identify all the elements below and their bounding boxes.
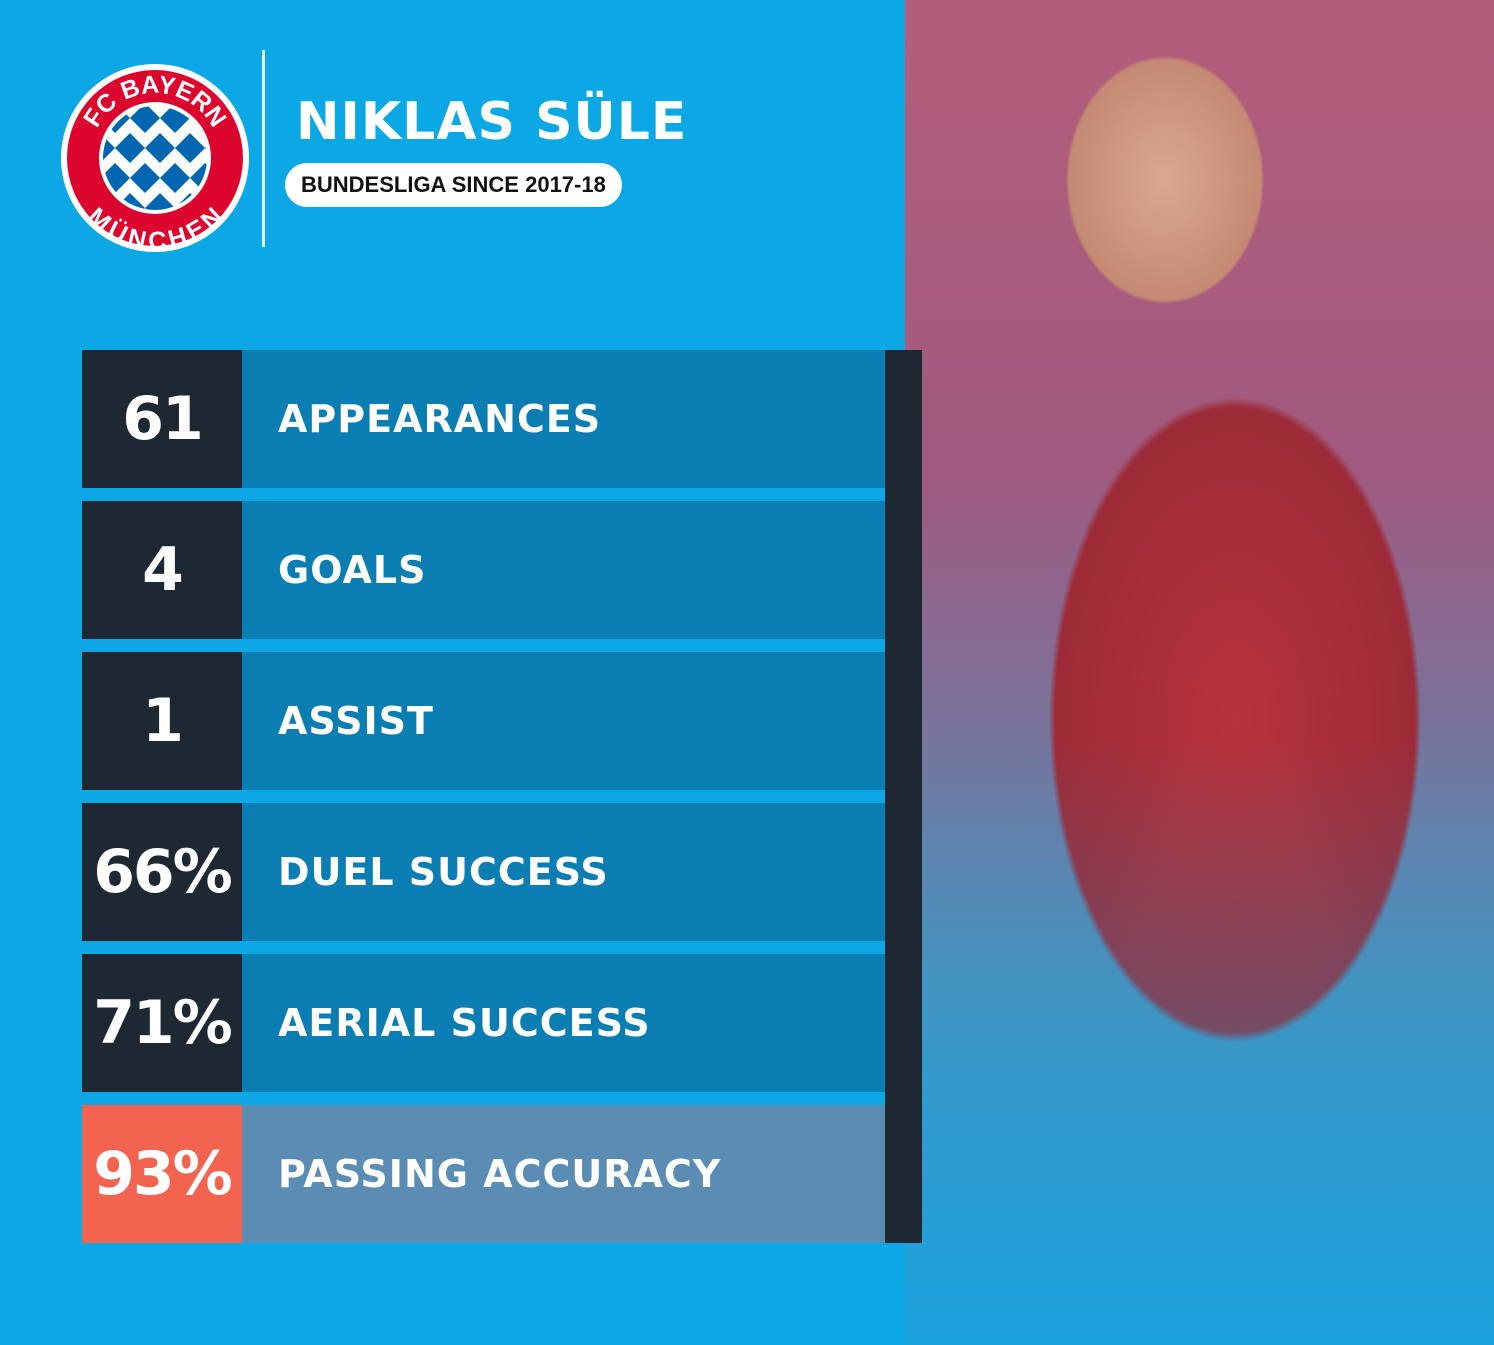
stat-value: 1 bbox=[82, 652, 242, 790]
stat-value: 71% bbox=[82, 954, 242, 1092]
player-name: NIKLAS SÜLE bbox=[296, 92, 688, 152]
stat-value: 4 bbox=[82, 501, 242, 639]
stat-label: PASSING ACCURACY bbox=[242, 1105, 885, 1243]
stat-value: 93% bbox=[82, 1105, 242, 1243]
stat-row: 66% DUEL SUCCESS bbox=[82, 803, 885, 941]
photo-overlay bbox=[905, 0, 1494, 1345]
stat-row: 61 APPEARANCES bbox=[82, 350, 885, 488]
stat-row: 1 ASSIST bbox=[82, 652, 885, 790]
stats-side-bar bbox=[885, 350, 922, 1243]
stat-label: ASSIST bbox=[242, 652, 885, 790]
club-logo: FC BAYERN MÜNCHEN bbox=[61, 64, 249, 253]
header-divider bbox=[262, 50, 265, 247]
subtitle-badge: BUNDESLIGA SINCE 2017-18 bbox=[285, 163, 622, 207]
stat-row: 4 GOALS bbox=[82, 501, 885, 639]
stat-row: 71% AERIAL SUCCESS bbox=[82, 954, 885, 1092]
stat-row: 93% PASSING ACCURACY bbox=[82, 1105, 885, 1243]
stat-value: 66% bbox=[82, 803, 242, 941]
stat-label: DUEL SUCCESS bbox=[242, 803, 885, 941]
stat-label: GOALS bbox=[242, 501, 885, 639]
stat-value: 61 bbox=[82, 350, 242, 488]
stat-label: APPEARANCES bbox=[242, 350, 885, 488]
stat-label: AERIAL SUCCESS bbox=[242, 954, 885, 1092]
